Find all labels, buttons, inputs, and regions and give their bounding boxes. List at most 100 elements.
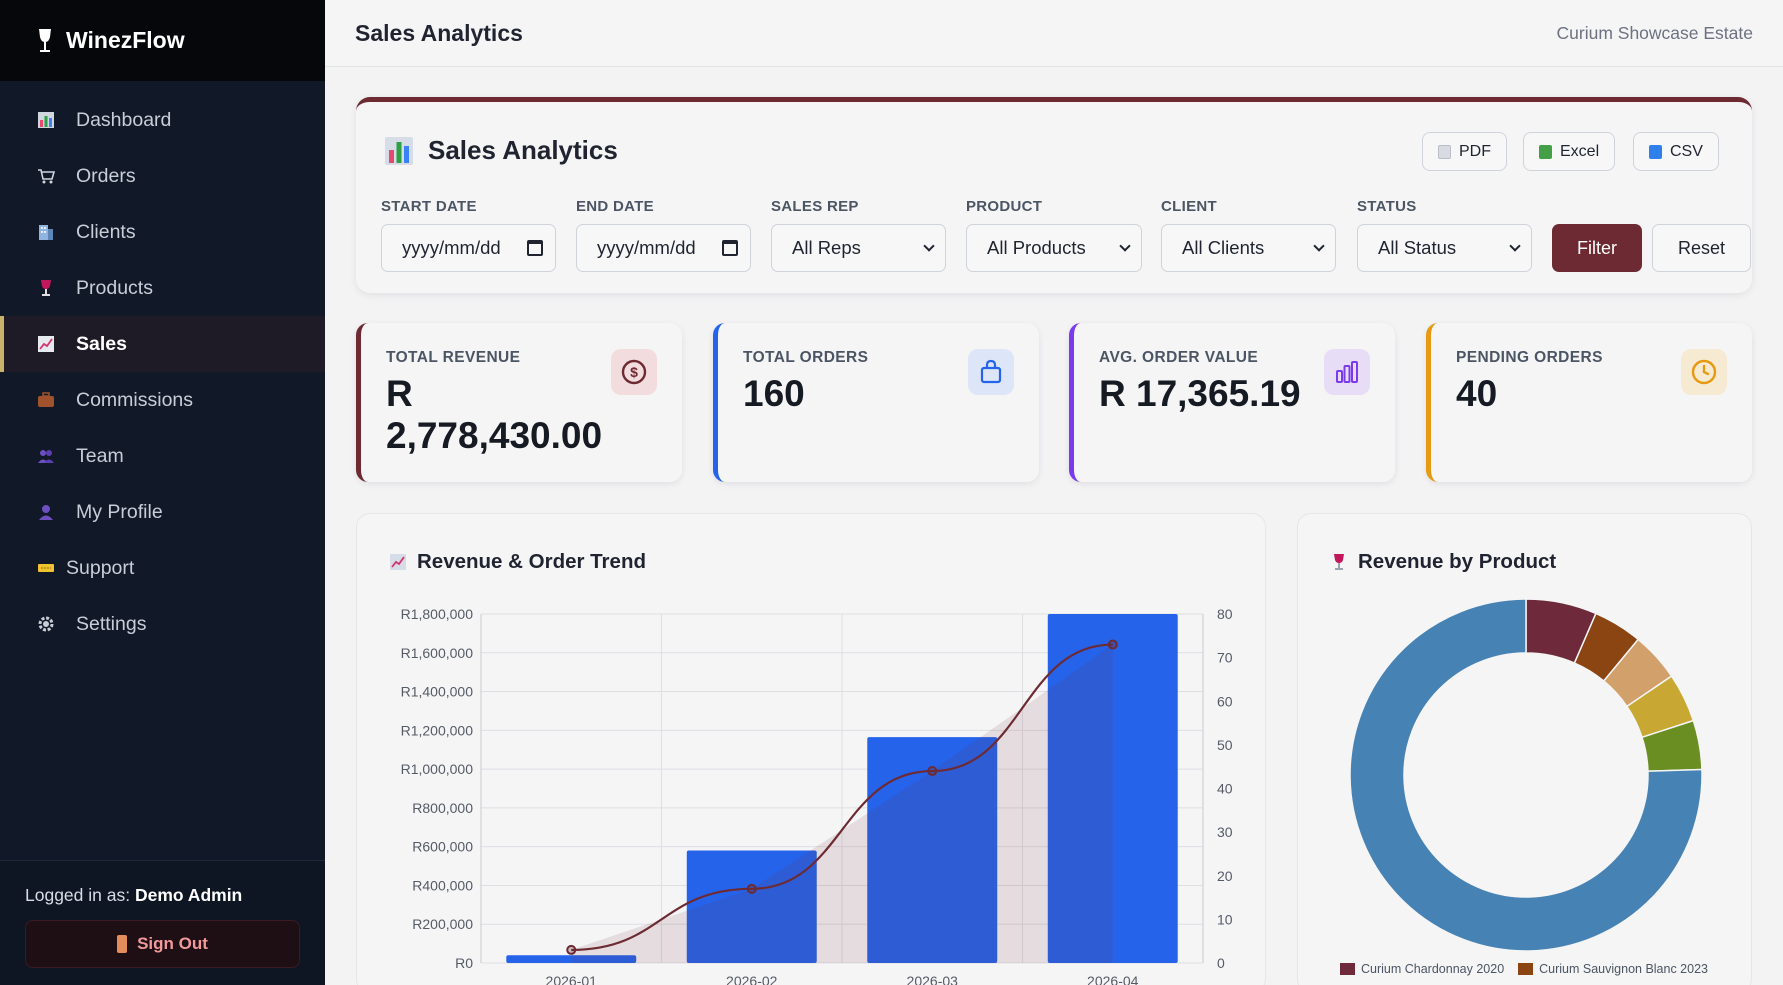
analytics-header: Sales Analytics xyxy=(384,135,618,166)
stat-value: R 17,365.19 xyxy=(1099,373,1301,414)
sidebar-item-support[interactable]: Support xyxy=(0,540,325,596)
door-icon xyxy=(117,935,128,953)
y-tick-label: R800,000 xyxy=(412,800,473,816)
status-value: All Status xyxy=(1378,237,1457,258)
y2-tick-label: 80 xyxy=(1217,606,1233,622)
stat-label: TOTAL ORDERS xyxy=(743,349,869,366)
product-chart-card: Revenue by Product Curium Chardonnay 202… xyxy=(1297,513,1752,985)
end-date-value: yyyy/mm/dd xyxy=(597,237,696,258)
chevron-down-icon xyxy=(1313,240,1325,252)
brand-name: WinezFlow xyxy=(66,27,185,53)
export-pdf-button[interactable]: PDF xyxy=(1422,132,1507,171)
analytics-title: Sales Analytics xyxy=(428,135,618,165)
donut-legend: Curium Chardonnay 2020 Curium Sauvignon … xyxy=(1340,962,1708,976)
client-label: CLIENT xyxy=(1161,198,1217,215)
y2-tick-label: 20 xyxy=(1217,868,1233,884)
start-date-input[interactable]: yyyy/mm/dd xyxy=(381,224,556,272)
legend-item[interactable]: Curium Chardonnay 2020 xyxy=(1340,962,1504,976)
export-pdf-label: PDF xyxy=(1459,142,1491,160)
trend-chart-header: Revenue & Order Trend xyxy=(389,550,646,574)
sales-rep-select[interactable]: All Reps xyxy=(771,224,946,272)
building-icon xyxy=(36,222,56,242)
sidebar-item-dashboard[interactable]: Dashboard xyxy=(0,92,325,148)
sidebar-item-settings[interactable]: Settings xyxy=(0,596,325,652)
svg-text:$: $ xyxy=(630,364,638,380)
wine-glass-icon xyxy=(1334,554,1344,570)
export-csv-button[interactable]: CSV xyxy=(1633,132,1719,171)
sidebar-item-label: Products xyxy=(76,276,153,299)
y2-tick-label: 30 xyxy=(1217,824,1233,840)
estate-name: Curium Showcase Estate xyxy=(1556,22,1753,43)
sidebar-item-my-profile[interactable]: My Profile xyxy=(0,484,325,540)
logged-in-text: Logged in as: Demo Admin xyxy=(25,885,300,906)
cart-icon xyxy=(36,166,56,186)
end-date-label: END DATE xyxy=(576,198,654,215)
calendar-icon[interactable] xyxy=(527,240,543,256)
topbar: Sales Analytics Curium Showcase Estate xyxy=(325,0,1783,67)
sidebar-item-team[interactable]: Team xyxy=(0,428,325,484)
sales-rep-value: All Reps xyxy=(792,237,861,258)
legend-item[interactable]: Curium Sauvignon Blanc 2023 xyxy=(1518,962,1708,976)
y2-tick-label: 70 xyxy=(1217,650,1233,666)
stat-label: PENDING ORDERS xyxy=(1456,349,1603,366)
legend-swatch xyxy=(1518,963,1534,975)
chevron-down-icon xyxy=(923,240,935,252)
sign-out-button[interactable]: Sign Out xyxy=(25,920,300,968)
sidebar-item-label: My Profile xyxy=(76,500,163,523)
briefcase-icon xyxy=(36,390,56,410)
brand[interactable]: WinezFlow xyxy=(0,0,325,81)
filter-button[interactable]: Filter xyxy=(1552,224,1642,272)
sidebar-item-orders[interactable]: Orders xyxy=(0,148,325,204)
calendar-icon[interactable] xyxy=(722,240,738,256)
page-title: Sales Analytics xyxy=(355,19,523,46)
trend-chart-card: Revenue & Order Trend R0 R200,000 R400,000… xyxy=(356,513,1266,985)
y-tick-label: R1,400,000 xyxy=(401,684,474,700)
legend-swatch xyxy=(1340,963,1355,975)
trend-chart: R0 R200,000 R400,000 R600,000 R800,000 R1,000… xyxy=(401,606,1233,985)
sidebar-item-products[interactable]: Products xyxy=(0,260,325,316)
y2-tick-label: 50 xyxy=(1217,737,1233,753)
document-icon xyxy=(1438,144,1451,159)
product-value: All Products xyxy=(987,237,1086,258)
product-select[interactable]: All Products xyxy=(966,224,1142,272)
status-label: STATUS xyxy=(1357,198,1417,215)
y-tick-label: R600,000 xyxy=(412,839,473,855)
revenue-bar xyxy=(867,737,998,963)
export-excel-button[interactable]: Excel xyxy=(1523,132,1616,171)
y2-tick-label: 0 xyxy=(1217,955,1225,971)
x-tick-label: 2026-03 xyxy=(907,973,959,985)
x-tick-label: 2026-04 xyxy=(1087,973,1139,985)
sidebar-item-label: Orders xyxy=(76,164,136,187)
y-tick-label: R200,000 xyxy=(412,916,473,932)
logged-in-user: Demo Admin xyxy=(134,885,243,905)
orders-point xyxy=(566,944,577,955)
reset-button[interactable]: Reset xyxy=(1652,224,1751,272)
sidebar-item-sales[interactable]: Sales xyxy=(0,316,325,372)
x-tick-label: 2026-02 xyxy=(726,973,778,985)
client-value: All Clients xyxy=(1182,237,1265,258)
logged-in-label: Logged in as: xyxy=(25,885,131,905)
user-icon xyxy=(36,502,56,522)
y-tick-label: R1,200,000 xyxy=(401,722,474,738)
download-icon xyxy=(1649,144,1662,159)
wine-glass-icon xyxy=(39,28,51,52)
sidebar-item-commissions[interactable]: Commissions xyxy=(0,372,325,428)
analytics-card: Sales Analytics PDF Excel CSV START DATE… xyxy=(356,97,1752,293)
orders-point xyxy=(1107,639,1118,650)
y-tick-label: R400,000 xyxy=(412,877,473,893)
status-select[interactable]: All Status xyxy=(1357,224,1532,272)
sidebar-item-label: Clients xyxy=(76,220,136,243)
sidebar-item-label: Settings xyxy=(76,612,147,635)
x-tick-label: 2026-01 xyxy=(546,973,598,985)
product-chart-header: Revenue by Product xyxy=(1330,550,1556,574)
sidebar-item-clients[interactable]: Clients xyxy=(0,204,325,260)
end-date-input[interactable]: yyyy/mm/dd xyxy=(576,224,751,272)
export-excel-label: Excel xyxy=(1560,142,1600,160)
client-select[interactable]: All Clients xyxy=(1161,224,1336,272)
stat-pending-orders: PENDING ORDERS 40 xyxy=(1426,323,1752,482)
chevron-down-icon xyxy=(1509,240,1521,252)
stat-label: AVG. ORDER VALUE xyxy=(1099,349,1259,366)
product-label: PRODUCT xyxy=(966,198,1043,215)
revenue-bar xyxy=(686,850,817,963)
stat-value: 160 xyxy=(743,373,805,414)
